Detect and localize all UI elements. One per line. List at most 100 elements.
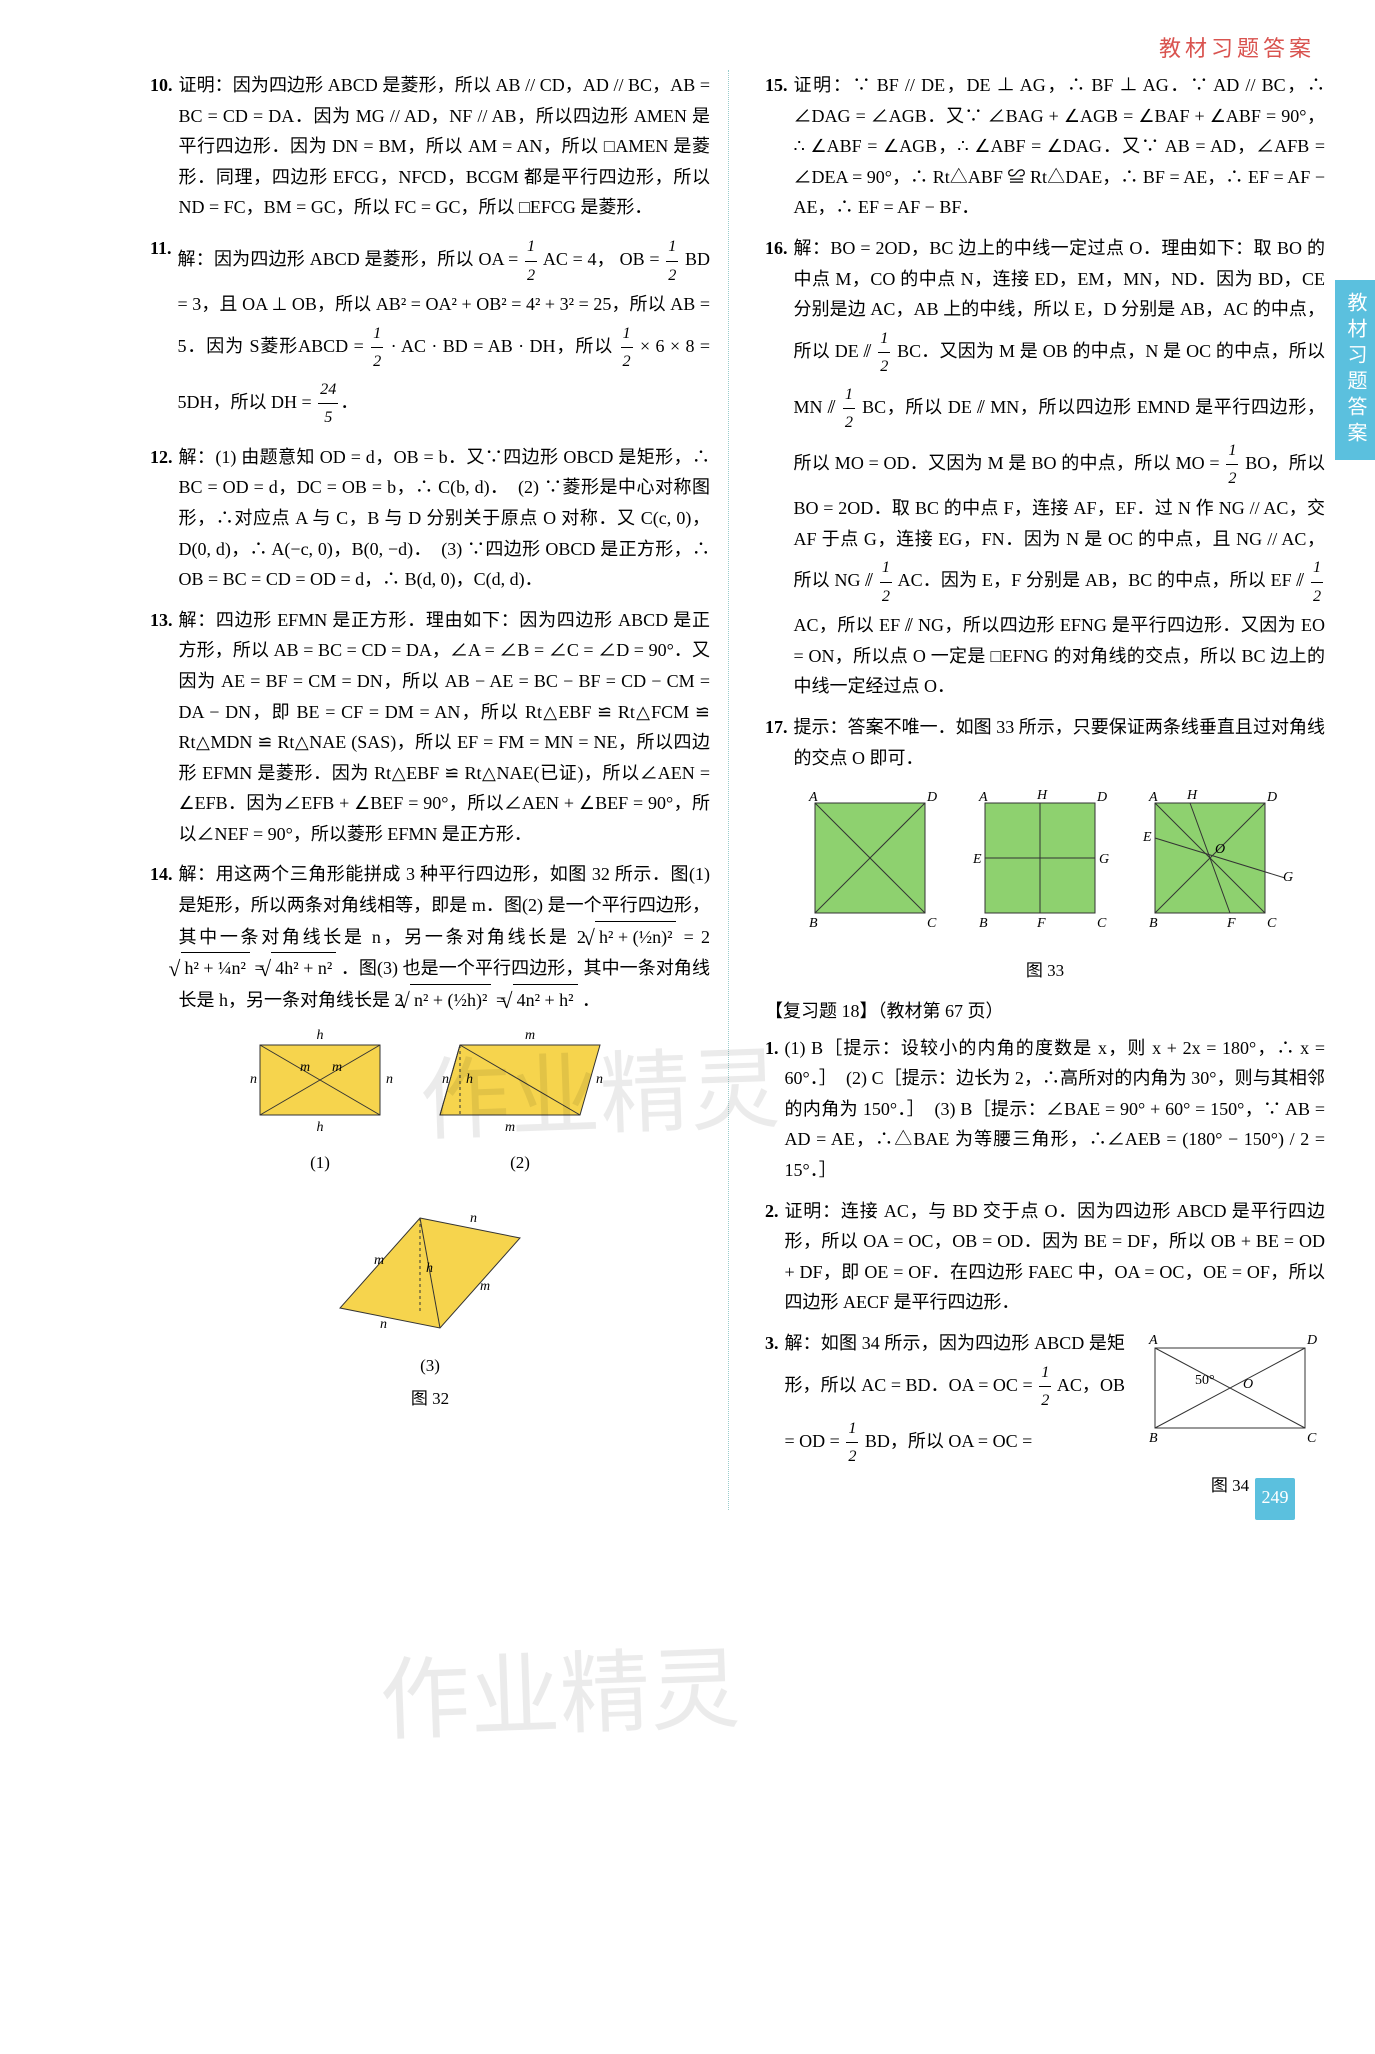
problem-16: 16. 解：BO = 2OD，BC 边上的中线一定过点 O．理由如下：取 BO … (765, 233, 1325, 702)
svg-text:C: C (1307, 1431, 1317, 1446)
figure-34: A D B C O 50° 图 34 (1135, 1328, 1325, 1500)
problem-number: 1. (765, 1033, 779, 1186)
review-1: 1. (1) B［提示：设较小的内角的度数是 x，则 x + 2x = 180°… (765, 1033, 1325, 1186)
fraction: 12 (878, 325, 890, 381)
review-2: 2. 证明：连接 AC，与 BD 交于点 O．因为四边形 ABCD 是平行四边形… (765, 1196, 1325, 1318)
text: = 2 (684, 927, 710, 947)
svg-text:h: h (317, 1028, 324, 1043)
fig-caption-main: 图 34 (1135, 1472, 1325, 1501)
problem-number: 17. (765, 712, 788, 773)
problem-text: 解：(1) 由题意知 OD = d，OB = b．又∵四边形 OBCD 是矩形，… (179, 442, 711, 595)
problem-number: 15. (765, 70, 788, 223)
side-tab: 教材习题答案 (1335, 280, 1375, 460)
problem-text: 证明：∵ BF // DE，DE ⊥ AG，∴ BF ⊥ AG．∵ AD // … (794, 70, 1326, 223)
svg-text:n: n (470, 1211, 477, 1226)
svg-text:n: n (596, 1072, 603, 1087)
fig-caption: (1) (240, 1149, 400, 1178)
fig-33-2: A H D E G B F C (965, 783, 1115, 933)
fraction: 12 (525, 233, 537, 289)
svg-text:h: h (317, 1120, 324, 1135)
svg-text:H: H (1186, 788, 1198, 803)
problem-number: 13. (150, 605, 173, 850)
watermark: 作业精灵 (377, 1614, 742, 1779)
problem-text: 解：因为四边形 ABCD 是菱形，所以 OA = 12 AC = 4， OB =… (178, 233, 710, 432)
svg-text:m: m (374, 1253, 384, 1268)
problem-text: 解：用这两个三角形能拼成 3 种平行四边形，如图 32 所示．图(1) 是矩形，… (179, 859, 711, 1015)
svg-text:D: D (1306, 1333, 1317, 1348)
svg-text:E: E (972, 852, 982, 867)
problem-number: 12. (150, 442, 173, 595)
svg-text:m: m (332, 1060, 342, 1075)
fraction: 12 (1311, 554, 1323, 610)
svg-text:m: m (300, 1060, 310, 1075)
text: 解：因为四边形 ABCD 是菱形，所以 OA = (178, 249, 519, 269)
review-3: 3. 解：如图 34 所示，因为四边形 ABCD 是矩形，所以 AC = BD．… (765, 1328, 1325, 1500)
svg-text:E: E (1142, 830, 1152, 845)
text: AC，所以 EF ⫽ NG，所以四边形 EFNG 是平行四边形．又因为 EO =… (794, 615, 1326, 696)
text: BD，所以 OA = OC = (865, 1431, 1032, 1451)
svg-text:A: A (1148, 1333, 1158, 1348)
svg-text:B: B (1149, 916, 1158, 931)
sqrt: n² + (½h)² (410, 984, 491, 1016)
fraction: 12 (846, 1415, 858, 1471)
problem-number: 11. (150, 233, 172, 432)
svg-text:O: O (1215, 842, 1225, 857)
svg-text:D: D (1266, 790, 1277, 805)
problem-13: 13. 解：四边形 EFMN 是正方形．理由如下：因为四边形 ABCD 是正方形… (150, 605, 710, 850)
fig-32-2: m m h n n (2) (420, 1025, 620, 1178)
text: ． (582, 990, 600, 1010)
problem-15: 15. 证明：∵ BF // DE，DE ⊥ AG，∴ BF ⊥ AG．∵ AD… (765, 70, 1325, 223)
fig-33-3: A H D E G O B F C (1135, 783, 1295, 933)
review-header: 【复习题 18】（教材第 67 页） (765, 996, 1325, 1027)
svg-text:h: h (466, 1072, 473, 1087)
problem-text: (1) B［提示：设较小的内角的度数是 x，则 x + 2x = 180°，∴ … (785, 1033, 1326, 1186)
fig-caption-main: 图 33 (765, 957, 1325, 986)
text: AC．因为 E，F 分别是 AB，BC 的中点，所以 EF ⫽ (898, 570, 1305, 590)
problem-text: 证明：因为四边形 ABCD 是菱形，所以 AB // CD，AD // BC，A… (179, 70, 711, 223)
svg-text:C: C (927, 916, 937, 931)
svg-text:F: F (1226, 916, 1236, 931)
svg-text:n: n (442, 1072, 449, 1087)
fig-caption-main: 图 32 (150, 1385, 710, 1414)
fig-32-1: h h n n m m (1) (240, 1025, 400, 1178)
fig-caption: (3) (150, 1352, 710, 1381)
svg-text:m: m (505, 1120, 515, 1135)
fig-33-1: A D B C (795, 783, 945, 933)
svg-text:B: B (1149, 1431, 1158, 1446)
svg-text:C: C (1097, 916, 1107, 931)
page-header: 教材习题答案 (1159, 30, 1315, 67)
text: · AC · BD = AB · DH，所以 (391, 336, 613, 356)
fraction: 12 (880, 554, 892, 610)
svg-text:h: h (426, 1261, 433, 1276)
text: OB = (620, 249, 660, 269)
sqrt: h² + ¼n² (181, 952, 250, 984)
problem-number: 10. (150, 70, 173, 223)
right-column: 15. 证明：∵ BF // DE，DE ⊥ AG，∴ BF ⊥ AG．∵ AD… (765, 70, 1325, 1510)
page-number: 249 (1255, 1478, 1295, 1520)
sqrt: 4h² + n² (271, 952, 336, 984)
fraction: 12 (371, 320, 383, 376)
sqrt: 4n² + h² (513, 984, 578, 1016)
problem-14: 14. 解：用这两个三角形能拼成 3 种平行四边形，如图 32 所示．图(1) … (150, 859, 710, 1015)
problem-number: 14. (150, 859, 173, 1015)
problem-text: 证明：连接 AC，与 BD 交于点 O．因为四边形 ABCD 是平行四边形，所以… (785, 1196, 1326, 1318)
sqrt: h² + (½n)² (595, 921, 676, 953)
svg-text:F: F (1036, 916, 1046, 931)
svg-text:B: B (979, 916, 988, 931)
problem-text: 提示：答案不唯一．如图 33 所示，只要保证两条线垂直且过对角线的交点 O 即可… (794, 712, 1326, 773)
left-column: 10. 证明：因为四边形 ABCD 是菱形，所以 AB // CD，AD // … (150, 70, 729, 1510)
problem-text: 解：四边形 EFMN 是正方形．理由如下：因为四边形 ABCD 是正方形，所以 … (179, 605, 711, 850)
svg-text:n: n (386, 1072, 393, 1087)
problem-number: 3. (765, 1328, 779, 1500)
figure-33: A D B C A H D E G B F C (765, 783, 1325, 986)
figure-32: h h n n m m (1) m m h n (150, 1025, 710, 1414)
fraction: 12 (1039, 1359, 1051, 1415)
problem-10: 10. 证明：因为四边形 ABCD 是菱形，所以 AB // CD，AD // … (150, 70, 710, 223)
fraction: 12 (843, 381, 855, 437)
svg-text:H: H (1036, 788, 1048, 803)
content-columns: 10. 证明：因为四边形 ABCD 是菱形，所以 AB // CD，AD // … (150, 70, 1325, 1510)
fraction: 12 (666, 233, 678, 289)
svg-text:n: n (250, 1072, 257, 1087)
problem-number: 16. (765, 233, 788, 702)
problem-text: 解：如图 34 所示，因为四边形 ABCD 是矩形，所以 AC = BD．OA … (785, 1328, 1326, 1500)
